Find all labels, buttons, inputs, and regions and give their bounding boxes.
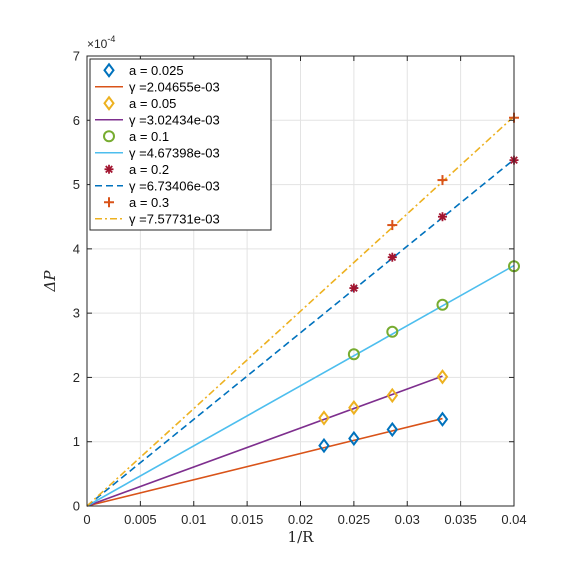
- asterisk-marker-stroke: [105, 165, 113, 174]
- data-point-4: [437, 175, 448, 186]
- y-tick-label: 6: [73, 113, 80, 128]
- legend-entry: a = 0.2: [104, 162, 169, 177]
- legend-entry: γ =3.02434e-03: [95, 112, 220, 127]
- legend-marker: [104, 197, 114, 208]
- legend-label: γ =6.73406e-03: [129, 178, 220, 193]
- legend-label: γ =3.02434e-03: [129, 112, 220, 127]
- legend-label: γ =2.04655e-03: [129, 79, 220, 94]
- y-tick-label: 0: [73, 499, 80, 514]
- data-point-1: [318, 410, 330, 426]
- data-point-2: [436, 298, 449, 311]
- x-tick-label: 0.025: [338, 512, 371, 527]
- diamond-marker-shape: [436, 411, 449, 427]
- x-tick-label: 0.035: [444, 512, 477, 527]
- y-tick-label: 3: [73, 306, 80, 321]
- x-tick-label: 0.02: [288, 512, 313, 527]
- diamond-marker-shape: [436, 369, 449, 385]
- y-axis-multiplier-base: ×10: [87, 37, 108, 51]
- diamond-marker-shape: [386, 421, 399, 438]
- asterisk-marker-stroke: [438, 212, 447, 221]
- data-point-1: [386, 387, 399, 404]
- y-tick-label: 1: [73, 434, 80, 449]
- asterisk-marker-stroke: [349, 284, 358, 292]
- data-point-2: [347, 348, 360, 361]
- y-axis-multiplier-exponent: -4: [107, 34, 115, 44]
- legend-marker: [103, 130, 115, 143]
- circle-marker-shape: [386, 325, 399, 338]
- circle-marker-shape: [103, 130, 115, 143]
- diamond-marker-shape: [318, 437, 330, 454]
- legend-label: γ =7.57731e-03: [129, 211, 220, 226]
- fit-line-2: [86, 264, 515, 507]
- legend-entry: a = 0.1: [103, 129, 169, 144]
- x-tick-label: 0.005: [124, 512, 157, 527]
- x-tick-label: 0.01: [181, 512, 206, 527]
- legend-label: a = 0.3: [129, 195, 169, 210]
- legend-entry: γ =6.73406e-03: [95, 178, 220, 193]
- diamond-marker-shape: [103, 62, 115, 78]
- legend-entry: a = 0.05: [103, 95, 176, 111]
- legend-marker: [103, 95, 115, 111]
- diamond-marker-shape: [348, 399, 360, 416]
- data-point-0: [348, 430, 360, 447]
- data-point-3: [349, 283, 359, 293]
- data-point-0: [386, 421, 399, 438]
- axis-ticks: 0 0.005 0.01 0.015 0.02 0.025 0.03 0.035 0.04 0 1 2…: [73, 49, 527, 528]
- fit-line-3: [86, 158, 515, 507]
- data-point-4: [387, 220, 398, 231]
- x-tick-label: 0: [83, 512, 90, 527]
- data-point-1: [436, 369, 449, 385]
- y-tick-label: 7: [73, 49, 80, 64]
- legend-label: a = 0.1: [129, 129, 169, 144]
- diamond-marker-shape: [103, 95, 115, 111]
- fit-line-0: [86, 417, 443, 507]
- x-tick-label: 0.015: [231, 512, 264, 527]
- legend-label: a = 0.2: [129, 162, 169, 177]
- asterisk-marker-stroke: [388, 253, 397, 262]
- x-tick-label: 0.04: [501, 512, 526, 527]
- legend-entry: γ =2.04655e-03: [95, 79, 220, 94]
- legend-label: γ =4.67398e-03: [129, 145, 220, 160]
- circle-marker-shape: [347, 348, 360, 361]
- fit-line-1: [86, 375, 443, 507]
- data-point-3: [387, 252, 397, 262]
- diamond-marker-shape: [386, 387, 399, 404]
- legend-label: a = 0.05: [129, 96, 176, 111]
- legend-entry: γ =7.57731e-03: [95, 211, 220, 226]
- data-point-0: [436, 411, 449, 427]
- data-point-0: [318, 437, 330, 454]
- legend-marker: [104, 164, 114, 174]
- y-tick-label: 5: [73, 177, 80, 192]
- legend-entry: a = 0.3: [104, 195, 169, 210]
- legend-marker: [103, 62, 115, 78]
- legend-entry: γ =4.67398e-03: [95, 145, 220, 160]
- legend-entry: a = 0.025: [103, 62, 184, 78]
- data-point-1: [348, 399, 360, 416]
- legend-label: a = 0.025: [129, 63, 184, 78]
- y-axis-multiplier: ×10-4: [87, 34, 115, 51]
- x-tick-label: 0.03: [395, 512, 420, 527]
- data-markers: [318, 112, 520, 454]
- y-tick-label: 4: [73, 241, 80, 256]
- y-axis-label: ΔP: [41, 270, 59, 293]
- data-point-2: [386, 325, 399, 338]
- y-tick-label: 2: [73, 370, 80, 385]
- circle-marker-shape: [436, 298, 449, 311]
- diamond-marker-shape: [318, 410, 330, 426]
- x-axis-label: 1/R: [288, 528, 315, 546]
- diamond-marker-shape: [348, 430, 360, 447]
- data-point-3: [437, 212, 447, 222]
